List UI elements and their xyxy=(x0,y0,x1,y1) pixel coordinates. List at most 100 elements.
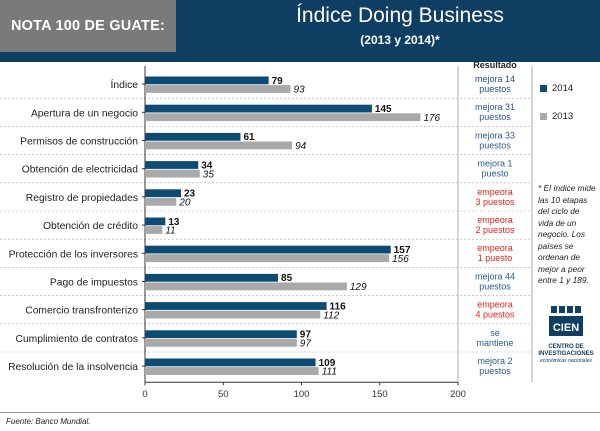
result-text-line1: mejora 1 xyxy=(477,159,512,169)
category-label: Pago de impuestos xyxy=(50,278,138,289)
result-text-line1: mejora 2 xyxy=(477,356,512,366)
data-label-2014: 13 xyxy=(168,217,180,228)
result-text-line1: mejora 14 xyxy=(475,74,515,84)
bar-2013 xyxy=(145,113,421,122)
result-column-header: Resultado xyxy=(473,60,517,70)
x-tick-label: 100 xyxy=(294,389,310,400)
legend-item-2014: 2014 xyxy=(540,83,573,94)
logo-subtitle: económicas nacionales xyxy=(540,358,592,364)
bar-2014 xyxy=(145,189,181,198)
footer: Fuente: Banco Mundial. xyxy=(0,412,600,431)
data-label-2013: 20 xyxy=(178,198,191,209)
data-label-2013: 97 xyxy=(300,339,312,350)
result-text-line2: puesto xyxy=(481,169,508,179)
category-label: Resolución de la insolvencia xyxy=(8,362,138,373)
bar-2014 xyxy=(145,76,269,85)
result-text-line1: empeora xyxy=(477,300,513,310)
category-label: Permisos de construcción xyxy=(20,137,138,148)
bar-2013 xyxy=(145,226,163,234)
result-text-line1: se xyxy=(490,328,500,338)
result-text-line2: 3 puestos xyxy=(475,197,515,207)
result-text-line1: mejora 33 xyxy=(475,130,515,140)
chart-title: Índice Doing Business xyxy=(296,4,504,27)
category-label: Apertura de un negocio xyxy=(31,108,138,119)
result-text-line2: 4 puestos xyxy=(475,310,515,320)
source-text: Fuente: Banco Mundial. xyxy=(6,417,91,426)
data-label-2013: 35 xyxy=(203,169,215,180)
data-label-2013: 11 xyxy=(165,226,175,237)
bar-2013 xyxy=(145,282,347,291)
data-label-2013: 129 xyxy=(350,282,367,293)
logo-wordmark: CIEN xyxy=(553,322,579,334)
category-label: Protección de los inversores xyxy=(9,249,138,260)
data-label-2014: 61 xyxy=(243,132,255,143)
data-label-2013: 112 xyxy=(323,310,339,321)
bar-2013 xyxy=(145,141,293,150)
result-text-line2: 1 puesto xyxy=(478,253,513,263)
category-label: Comercio transfronterizo xyxy=(25,306,138,317)
bar-2013 xyxy=(145,310,321,319)
category-label: Índice xyxy=(111,78,139,91)
nota-badge: NOTA 100 DE GUATE: xyxy=(0,0,176,52)
result-text-line2: puestos xyxy=(479,112,511,122)
data-label-2014: 34 xyxy=(201,160,213,171)
data-label-2014: 97 xyxy=(300,330,312,341)
result-text-line1: empeora xyxy=(477,187,513,197)
bar-2013 xyxy=(145,367,319,375)
bar-2014 xyxy=(145,330,297,339)
legend-swatch-2013 xyxy=(540,113,547,120)
data-label-2013: 93 xyxy=(294,85,306,96)
data-label-2014: 109 xyxy=(319,358,336,369)
result-text-line1: empeora xyxy=(477,243,513,253)
bar-2013 xyxy=(145,254,390,263)
bar-2013 xyxy=(145,197,177,206)
bar-2014 xyxy=(145,161,199,169)
data-label-2013: 156 xyxy=(392,254,409,265)
chart-subtitle: (2013 y 2014)* xyxy=(360,33,440,47)
bar-2013 xyxy=(145,338,297,347)
header-bar: NOTA 100 DE GUATE: Índice Doing Business… xyxy=(0,0,600,62)
result-text-line2: puestos xyxy=(479,140,511,150)
bar-2014 xyxy=(145,358,316,367)
cien-logo-mark: CIEN xyxy=(549,306,583,336)
legend-swatch-2014 xyxy=(540,85,547,92)
bar-2014 xyxy=(145,217,166,226)
cien-logo: CIEN CENTRO DE INVESTIGACIONES económica… xyxy=(534,305,598,364)
data-label-2014: 157 xyxy=(394,245,411,256)
result-text-line2: puestos xyxy=(479,84,511,94)
data-label-2014: 85 xyxy=(281,273,293,284)
category-label: Obtención de crédito xyxy=(43,221,138,232)
x-tick-label: 150 xyxy=(372,389,388,400)
bar-2014 xyxy=(145,132,241,141)
result-text-line2: mantiene xyxy=(476,338,513,348)
result-text-line1: mejora 31 xyxy=(475,102,515,112)
data-label-2013: 111 xyxy=(322,367,337,378)
category-label: Obtención de electricidad xyxy=(22,165,138,176)
bar-2014 xyxy=(145,104,372,113)
result-text-line2: 2 puestos xyxy=(475,225,515,235)
category-label: Registro de propiedades xyxy=(26,193,138,204)
data-label-2014: 116 xyxy=(330,301,347,312)
bar-2013 xyxy=(145,169,200,178)
category-label: Cumplimiento de contratos xyxy=(16,334,138,345)
result-text-line1: mejora 44 xyxy=(475,271,515,281)
result-text-line2: puestos xyxy=(479,366,511,376)
logo-name: CENTRO DE INVESTIGACIONES xyxy=(538,344,594,357)
data-label-2014: 79 xyxy=(272,76,284,87)
bar-2014 xyxy=(145,302,327,310)
bar-2014 xyxy=(145,273,279,282)
result-text-line2: puestos xyxy=(479,281,511,291)
methodology-note: * El índice mide las 10 etapas del ciclo… xyxy=(538,183,596,285)
legend-item-2013: 2013 xyxy=(540,111,573,122)
data-label-2013: 94 xyxy=(295,141,307,152)
bar-2014 xyxy=(145,245,391,254)
x-tick-label: 0 xyxy=(142,389,147,400)
result-text-line1: empeora xyxy=(477,215,513,225)
data-label-2014: 23 xyxy=(184,189,196,200)
x-tick-label: 50 xyxy=(218,389,229,400)
data-label-2014: 145 xyxy=(375,104,392,115)
legend-label-2013: 2013 xyxy=(552,111,574,122)
x-tick-label: 200 xyxy=(450,389,466,400)
